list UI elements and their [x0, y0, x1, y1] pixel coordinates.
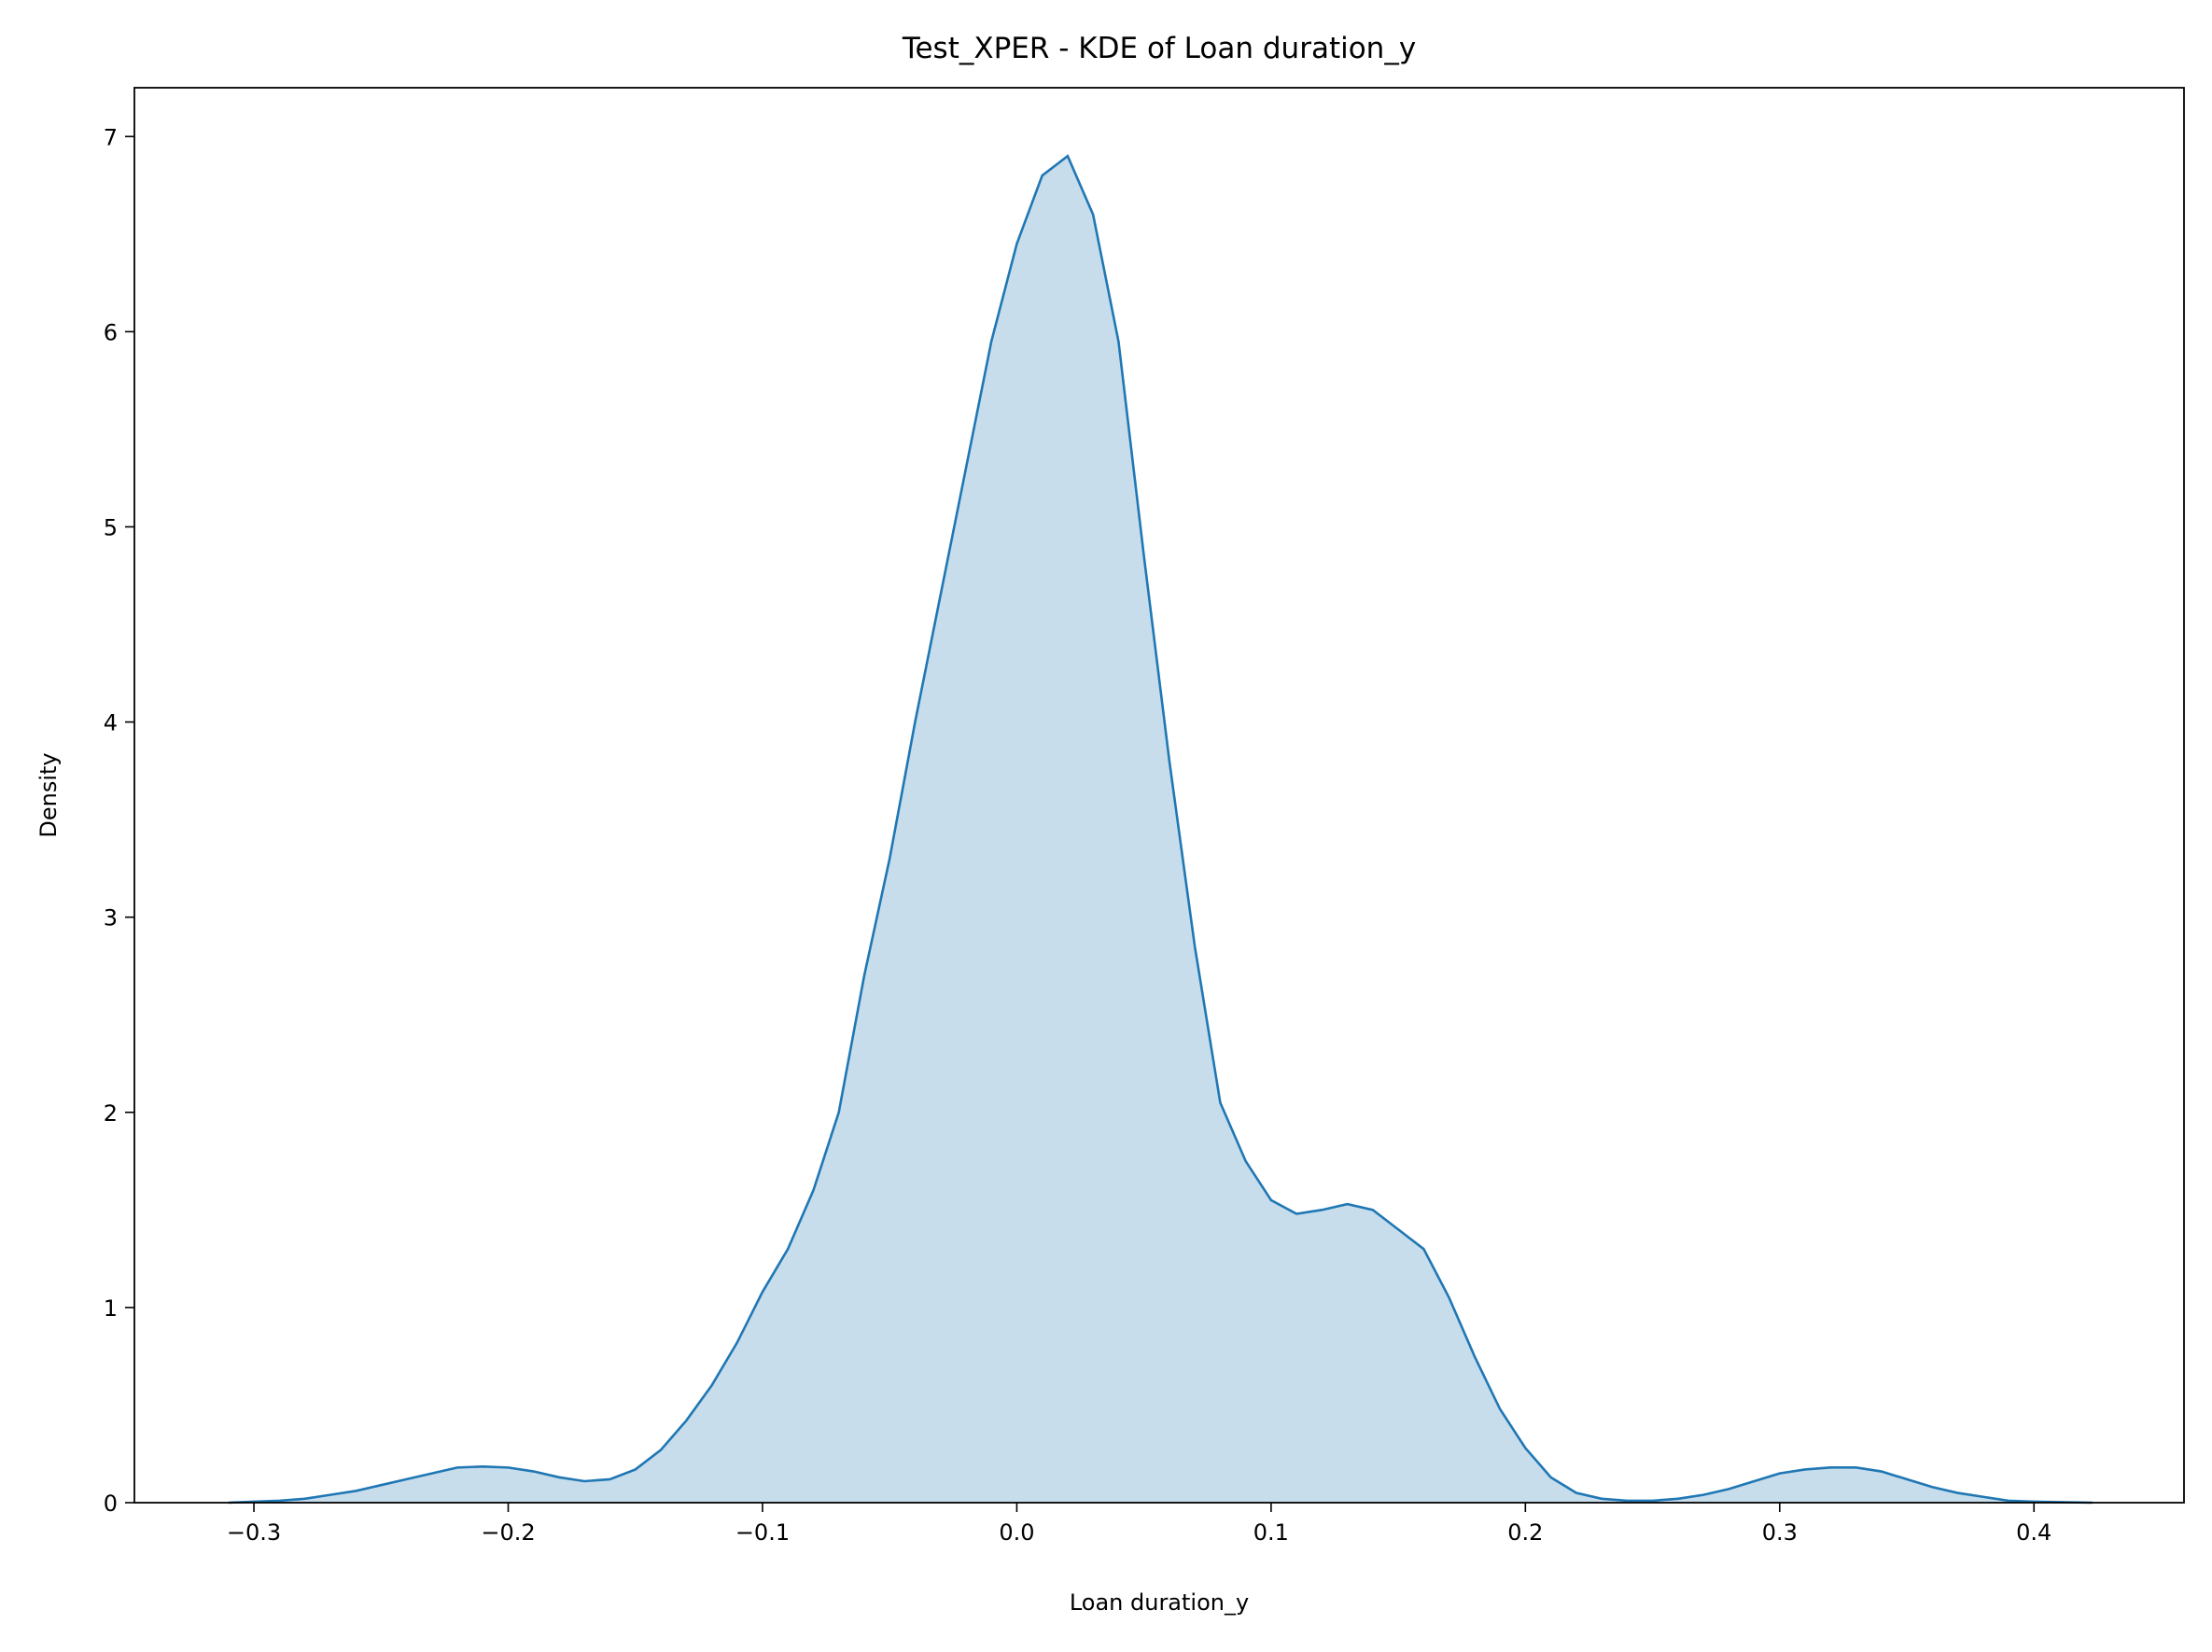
- plot-frame: [133, 87, 2185, 1504]
- y-tick-label: 0: [104, 1491, 118, 1517]
- area-fill: [228, 156, 2093, 1504]
- x-tick-label: −0.3: [227, 1519, 281, 1546]
- y-axis-label: Density: [35, 752, 62, 837]
- chart-title: Test_XPER - KDE of Loan duration_y: [902, 32, 1416, 65]
- x-tick-label: −0.2: [481, 1519, 535, 1546]
- y-tick-label: 3: [104, 905, 118, 931]
- y-tick-label: 1: [104, 1295, 118, 1322]
- x-tick-label: 0.2: [1507, 1519, 1543, 1546]
- y-tick-label: 6: [104, 319, 118, 345]
- x-tick-label: 0.4: [2016, 1519, 2051, 1546]
- x-tick-label: −0.1: [735, 1519, 790, 1546]
- x-tick-label: 0.0: [999, 1519, 1034, 1546]
- y-tick-label: 5: [104, 514, 118, 540]
- y-tick-label: 7: [104, 124, 118, 150]
- y-tick-label: 2: [104, 1100, 118, 1127]
- y-tick-label: 4: [104, 710, 118, 736]
- kde-line: [228, 154, 2093, 1505]
- x-tick-label: 0.1: [1253, 1519, 1289, 1546]
- x-tick-label: 0.3: [1762, 1519, 1798, 1546]
- x-axis-label: Loan duration_y: [1070, 1589, 1249, 1616]
